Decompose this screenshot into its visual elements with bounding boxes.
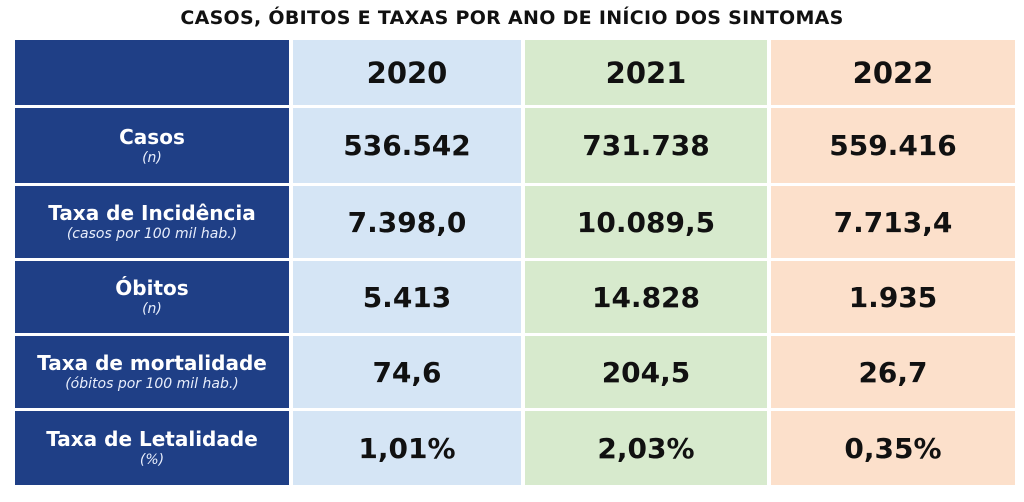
cell-value: 0,35% <box>844 431 942 465</box>
table-cell: 74,6 <box>293 336 521 408</box>
cell-value: 14.828 <box>591 280 701 314</box>
cell-value: 1.935 <box>848 280 938 314</box>
table-title: CASOS, ÓBITOS E TAXAS POR ANO DE INÍCIO … <box>180 7 844 29</box>
cell-value: 536.542 <box>343 129 471 162</box>
cell-value: 204,5 <box>601 355 691 389</box>
cell-value: 10.089,5 <box>576 205 716 239</box>
row-label: Taxa de mortalidade <box>37 351 267 375</box>
cell-value: 26,7 <box>858 355 928 389</box>
column-header-label: 2020 <box>366 55 448 90</box>
column-header-2022: 2022 <box>771 40 1015 105</box>
row-sublabel: (n) <box>142 149 162 166</box>
cell-value: 1,01% <box>358 431 456 465</box>
cell-value: 7.398,0 <box>347 205 467 239</box>
row-label: Taxa de Letalidade <box>46 427 258 451</box>
row-label: Taxa de Incidência <box>48 201 256 225</box>
cell-value: 559.416 <box>829 129 957 162</box>
column-header-label: 2022 <box>852 55 934 90</box>
table-cell: 204,5 <box>525 336 767 408</box>
table-cell: 536.542 <box>293 108 521 183</box>
row-header-taxa-mortalidade: Taxa de mortalidade (óbitos por 100 mil … <box>15 336 289 408</box>
data-table: 2020 2021 2022 Casos (n) 536.542 731.738… <box>15 40 1015 496</box>
cell-value: 7.713,4 <box>833 205 953 239</box>
table-cell: 731.738 <box>525 108 767 183</box>
table-cell: 559.416 <box>771 108 1015 183</box>
cell-value: 5.413 <box>362 280 452 314</box>
row-label: Óbitos <box>115 276 189 300</box>
row-header-taxa-incidencia: Taxa de Incidência (casos por 100 mil ha… <box>15 186 289 258</box>
table-cell: 2,03% <box>525 411 767 485</box>
table-cell: 5.413 <box>293 261 521 333</box>
row-sublabel: (óbitos por 100 mil hab.) <box>65 376 239 392</box>
column-header-label: 2021 <box>605 55 687 90</box>
row-header-obitos: Óbitos (n) <box>15 261 289 333</box>
cell-value: 2,03% <box>597 431 695 465</box>
row-sublabel: (%) <box>139 452 165 468</box>
corner-cell <box>15 40 289 105</box>
cell-value: 74,6 <box>372 355 442 389</box>
column-header-2021: 2021 <box>525 40 767 105</box>
row-header-casos: Casos (n) <box>15 108 289 183</box>
table-cell: 26,7 <box>771 336 1015 408</box>
table-cell: 1,01% <box>293 411 521 485</box>
row-sublabel: (casos por 100 mil hab.) <box>66 226 238 242</box>
column-header-2020: 2020 <box>293 40 521 105</box>
table-cell: 0,35% <box>771 411 1015 485</box>
row-header-taxa-letalidade: Taxa de Letalidade (%) <box>15 411 289 485</box>
row-sublabel: (n) <box>142 301 162 317</box>
table-cell: 1.935 <box>771 261 1015 333</box>
table-cell: 7.713,4 <box>771 186 1015 258</box>
table-cell: 14.828 <box>525 261 767 333</box>
row-label: Casos <box>119 124 185 149</box>
table-cell: 10.089,5 <box>525 186 767 258</box>
cell-value: 731.738 <box>582 129 710 162</box>
table-cell: 7.398,0 <box>293 186 521 258</box>
